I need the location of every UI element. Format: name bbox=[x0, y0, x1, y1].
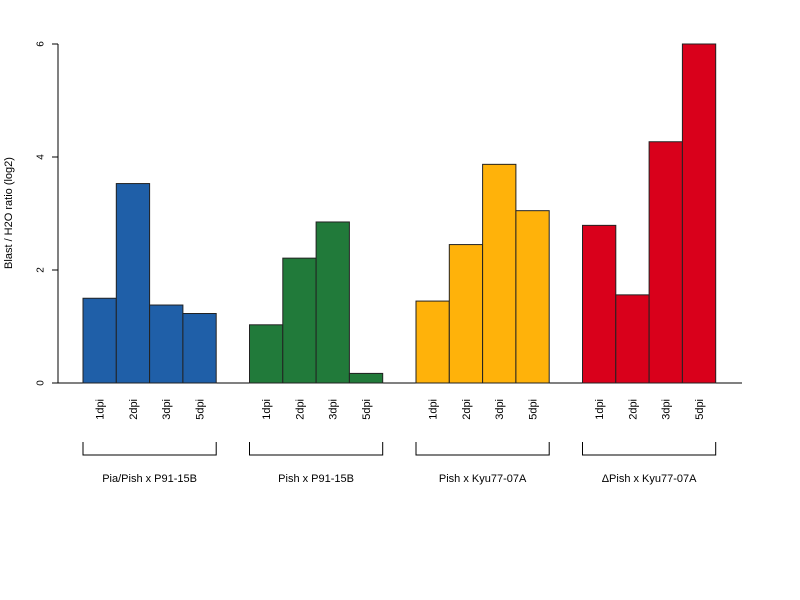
category-label: 2dpi bbox=[294, 399, 306, 420]
bar bbox=[282, 257, 317, 384]
category-label: 1dpi bbox=[428, 399, 440, 420]
category-label: 5dpi bbox=[527, 399, 539, 420]
category-label: 2dpi bbox=[461, 399, 473, 420]
bar bbox=[648, 141, 683, 384]
y-tick-label: 6 bbox=[36, 41, 47, 47]
category-label: 5dpi bbox=[194, 399, 206, 420]
group-brackets: Pia/Pish x P91-15B Pish x P91-15B Pish x K… bbox=[82, 442, 717, 485]
group-bracket bbox=[415, 442, 550, 456]
bar bbox=[115, 183, 151, 384]
y-tick-label: 4 bbox=[36, 154, 47, 160]
category-label: 5dpi bbox=[361, 399, 373, 420]
category-label: 3dpi bbox=[161, 399, 173, 420]
category-label: 3dpi bbox=[328, 399, 340, 420]
bar bbox=[448, 244, 484, 384]
category-label: 5dpi bbox=[694, 399, 706, 420]
y-tick-label: 2 bbox=[36, 267, 47, 273]
category-label: 2dpi bbox=[627, 399, 639, 420]
bar bbox=[681, 43, 717, 384]
category-label: 1dpi bbox=[95, 399, 107, 420]
bar bbox=[249, 324, 284, 384]
bar bbox=[182, 313, 217, 384]
group-label: Pish x P91-15B bbox=[278, 473, 354, 485]
group-label: Pia/Pish x P91-15B bbox=[102, 473, 197, 485]
category-label: 1dpi bbox=[261, 399, 273, 420]
bar bbox=[82, 297, 117, 384]
bar bbox=[315, 221, 350, 384]
group-bracket bbox=[582, 442, 717, 456]
y-tick-label: 0 bbox=[36, 380, 47, 386]
group-label: ΔPish x Kyu77-07A bbox=[602, 473, 697, 485]
group-bracket bbox=[82, 442, 217, 456]
bar bbox=[615, 294, 650, 384]
bar bbox=[482, 163, 517, 384]
category-label: 3dpi bbox=[661, 399, 673, 420]
y-axis-label: Blast / H2O ratio (log2) bbox=[3, 157, 15, 269]
category-labels: 1dpi 2dpi 3dpi 5dpi 1dpi 2dpi 3dpi 5dpi 1dpi 2dpi… bbox=[95, 399, 706, 420]
bar bbox=[582, 224, 617, 384]
category-label: 3dpi bbox=[494, 399, 506, 420]
group-bracket bbox=[249, 442, 384, 456]
bar bbox=[515, 210, 550, 384]
category-label: 2dpi bbox=[128, 399, 140, 420]
bar bbox=[415, 300, 450, 384]
group-label: Pish x Kyu77-07A bbox=[439, 473, 527, 485]
category-label: 1dpi bbox=[594, 399, 606, 420]
bars bbox=[82, 43, 717, 384]
bar bbox=[149, 304, 184, 384]
bar bbox=[348, 372, 384, 384]
